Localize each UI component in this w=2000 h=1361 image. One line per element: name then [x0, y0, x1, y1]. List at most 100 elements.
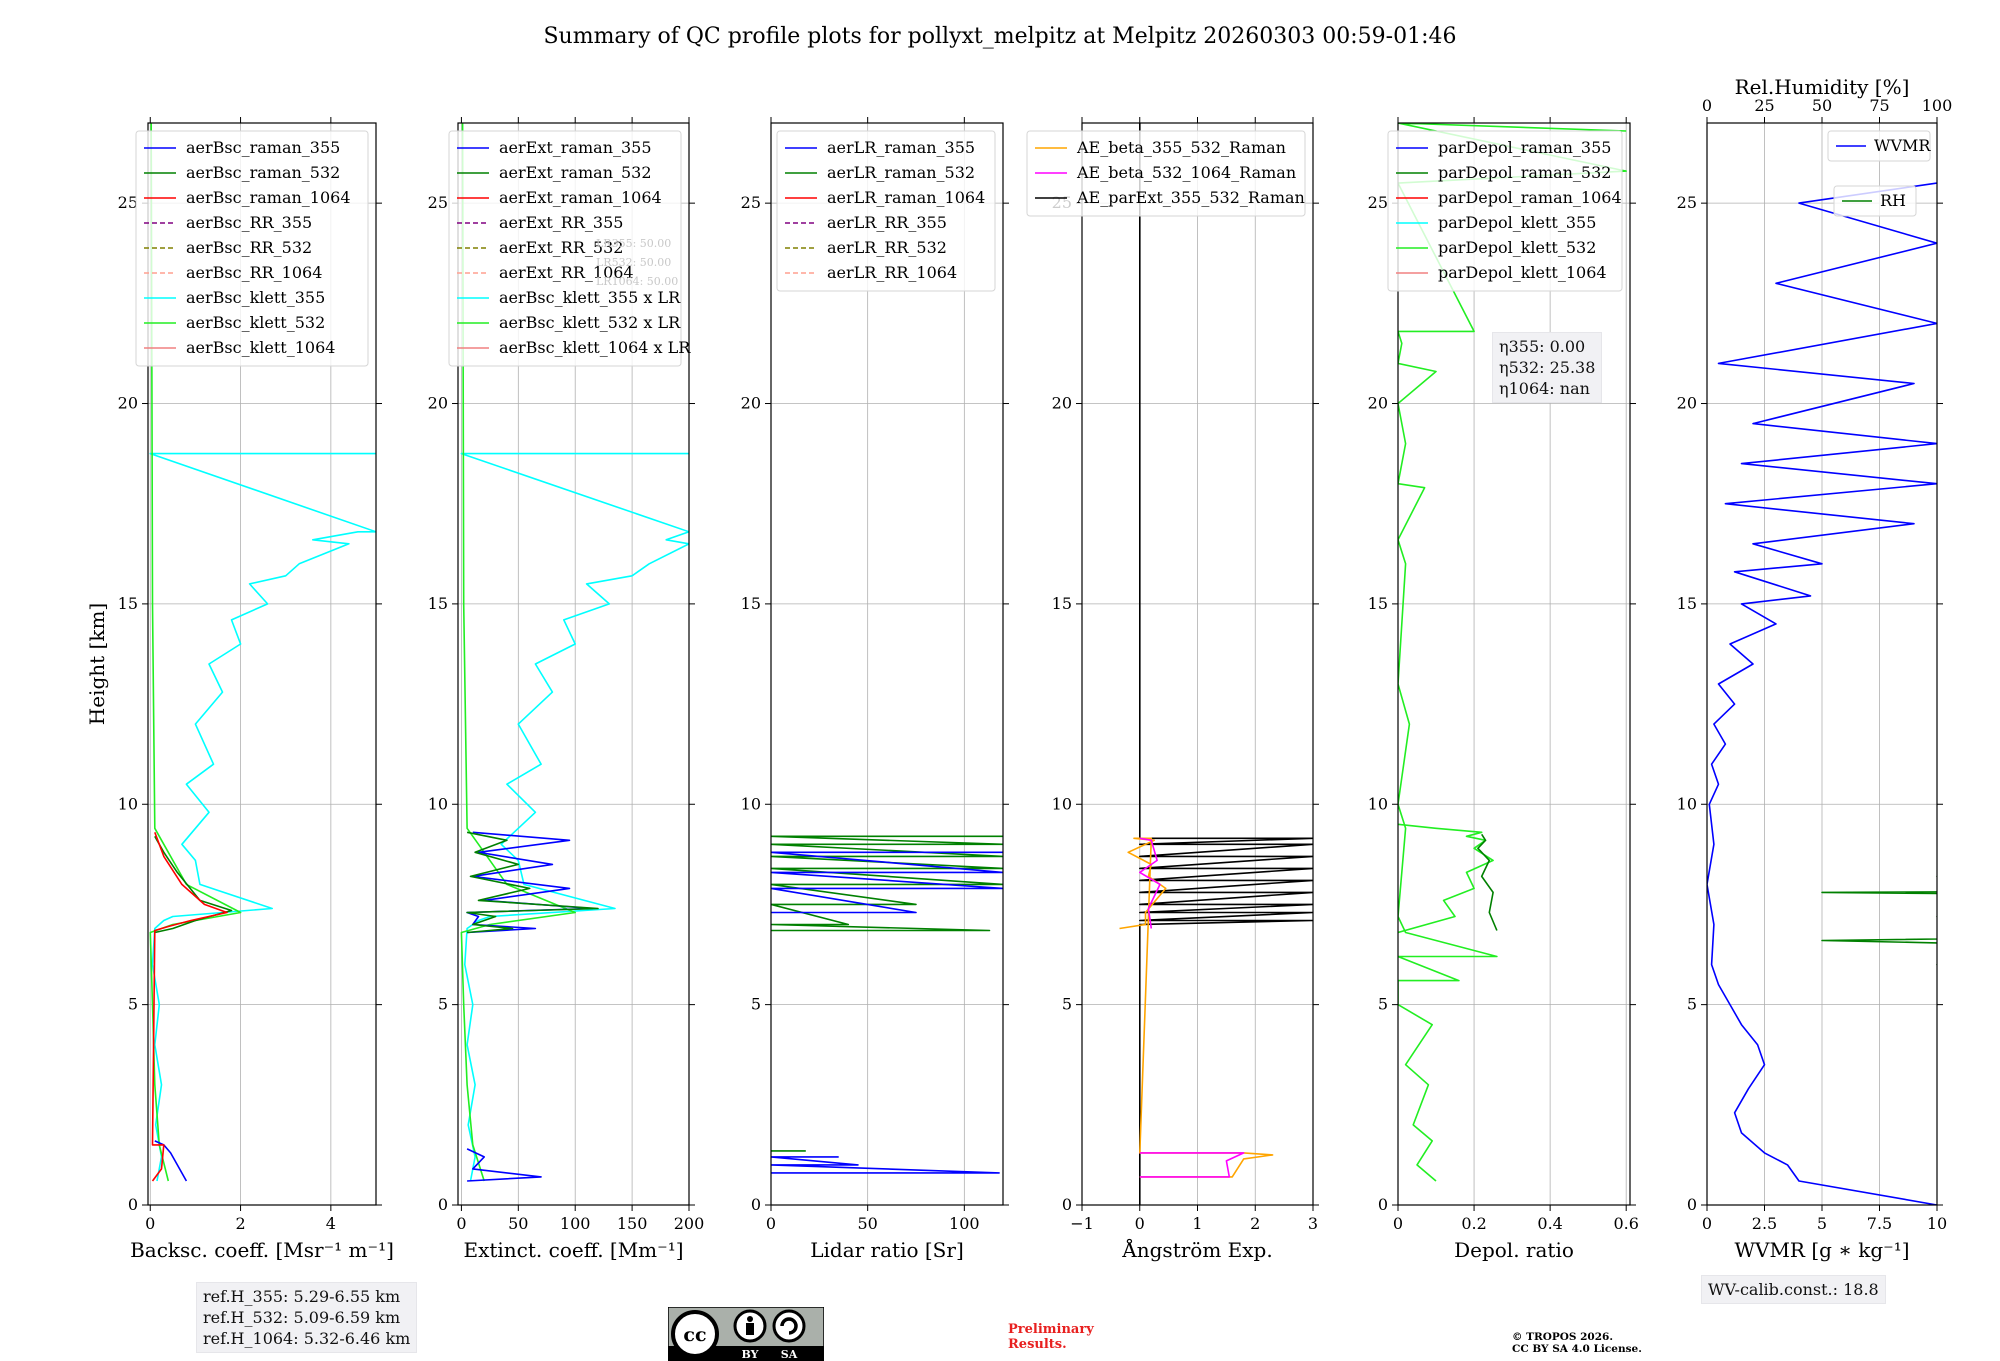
- y-tick-label: 0: [751, 1195, 761, 1214]
- legend-label: aerBsc_raman_532: [186, 163, 340, 182]
- lidar-ratio-note: LR355: 50.00 LR532: 50.00 LR1064: 50.00: [596, 234, 678, 291]
- y-tick-label: 15: [118, 594, 138, 613]
- legend-label: aerExt_RR_355: [499, 213, 623, 232]
- legend-label: aerBsc_raman_1064: [186, 188, 351, 207]
- preliminary-line-2: Results.: [1008, 1337, 1067, 1352]
- lr-355-note: LR355: 50.00: [596, 237, 672, 250]
- legend-label: aerLR_raman_1064: [827, 188, 985, 207]
- x-tick-label: 0: [1135, 1214, 1145, 1233]
- cc-by-label: BY: [742, 1348, 759, 1361]
- y-tick-label: 5: [438, 995, 448, 1014]
- x-tick-label: 10: [1927, 1214, 1947, 1233]
- figure-title: Summary of QC profile plots for pollyxt_…: [543, 24, 1456, 49]
- top-tick-label: 75: [1869, 96, 1889, 115]
- copyright-note: © TROPOS 2026. CC BY SA 4.0 License.: [1512, 1331, 1642, 1355]
- y-axis-label: Height [km]: [85, 603, 109, 725]
- x-tick-label: 5: [1817, 1214, 1827, 1233]
- copyright-line-1: © TROPOS 2026.: [1512, 1331, 1614, 1343]
- y-tick-label: 10: [428, 794, 448, 813]
- series-line-parDepol_klett_532: [1398, 123, 1627, 1182]
- series-line-aerExt_raman_532: [466, 831, 599, 934]
- legend-label: aerLR_RR_532: [827, 238, 947, 257]
- legend-box: [1833, 185, 1917, 217]
- x-tick-label: 0.6: [1613, 1214, 1638, 1233]
- x-axis-label: Lidar ratio [Sr]: [810, 1238, 964, 1262]
- legend-label: aerBsc_klett_532 x LR: [499, 313, 681, 332]
- series-line-aerLR_raman_355: [771, 851, 1003, 914]
- y-tick-label: 5: [751, 995, 761, 1014]
- eta-box: η355: 0.00 η532: 25.38 η1064: nan: [1492, 332, 1603, 403]
- x-axis-label: Depol. ratio: [1454, 1238, 1574, 1262]
- series-line-aerBsc_raman_532: [154, 835, 233, 934]
- series-group: [1398, 123, 1627, 1182]
- cc-label: cc: [683, 1324, 706, 1346]
- legend-label: aerBsc_raman_355: [186, 138, 340, 157]
- legend-label: aerLR_raman_532: [827, 163, 975, 182]
- y-tick-label: 10: [1052, 794, 1072, 813]
- legend-label: aerExt_RR_1064: [499, 263, 634, 282]
- x-tick-label: 2.5: [1752, 1214, 1777, 1233]
- panel-lr: 0 50 100 0 5 10 15 20 25 Lidar ratio [Sr] aerLR_ra…: [741, 117, 1009, 1262]
- y-tick-label: 25: [428, 193, 448, 212]
- x-tick-label: 50: [508, 1214, 528, 1233]
- legend-label: WVMR: [1874, 136, 1931, 155]
- top-tick-label: 0: [1702, 96, 1712, 115]
- lr-532-note: LR532: 50.00: [596, 256, 672, 269]
- x-tick-label: −1: [1070, 1214, 1094, 1233]
- y-tick-label: 5: [1062, 995, 1072, 1014]
- legend-box: [135, 130, 369, 367]
- legend-label: parDepol_raman_355: [1438, 138, 1611, 157]
- legend-label: aerExt_raman_1064: [499, 188, 662, 207]
- x-tick-label: 0: [1702, 1214, 1712, 1233]
- legend-label: aerExt_raman_532: [499, 163, 652, 182]
- y-tick-label: 5: [1378, 995, 1388, 1014]
- series-line-aerBsc_klett_355 x LR: [460, 452, 689, 1182]
- legend-label: aerLR_RR_1064: [827, 263, 957, 282]
- legend-label: aerLR_raman_355: [827, 138, 975, 157]
- x-tick-label: 7.5: [1867, 1214, 1892, 1233]
- y-tick-label: 25: [1677, 193, 1697, 212]
- legend: parDepol_raman_355 parDepol_raman_532 parD…: [1387, 130, 1623, 292]
- legend-label: aerBsc_klett_355 x LR: [499, 288, 681, 307]
- y-tick-label: 20: [1368, 394, 1388, 413]
- x-tick-label: 2: [235, 1214, 245, 1233]
- y-tick-label: 10: [118, 794, 138, 813]
- legend-box: [1026, 130, 1306, 217]
- x-tick-label: 100: [560, 1214, 591, 1233]
- ref-height-1064: ref.H_1064: 5.32-6.46 km: [203, 1329, 411, 1348]
- legend-label: parDepol_raman_1064: [1438, 188, 1622, 207]
- legend-label: AE_beta_532_1064_Raman: [1076, 163, 1296, 182]
- y-tick-label: 15: [1052, 594, 1072, 613]
- legend: WVMR RH: [1827, 130, 1931, 217]
- preliminary-line-1: Preliminary: [1008, 1322, 1094, 1337]
- wv-calib-const: WV-calib.const.: 18.8: [1708, 1280, 1879, 1299]
- series-line-aerExt_raman_355_low: [466, 1148, 542, 1182]
- series-group: [1707, 182, 1937, 1205]
- legend-box: [1387, 130, 1623, 292]
- panel-ext: 0 50 100 150 200 0 5 10 15 20 25 Extinct. coeff. [M…: [428, 117, 704, 1262]
- y-tick-label: 10: [741, 794, 761, 813]
- y-tick-label: 20: [1052, 394, 1072, 413]
- series-line-aerBsc_klett_532 x LR: [460, 123, 577, 1182]
- x-tick-label: 0: [766, 1214, 776, 1233]
- series-line-WVMR: [1707, 182, 1937, 1205]
- x-axis-label: Backsc. coeff. [Msr⁻¹ m⁻¹]: [130, 1238, 394, 1262]
- y-tick-label: 15: [1368, 594, 1388, 613]
- series-line-aerBsc_raman_1064: [151, 832, 228, 1182]
- series-line-aerLR_raman_532: [771, 835, 1003, 932]
- legend-label: AE_beta_355_532_Raman: [1076, 138, 1286, 157]
- preliminary-note: Preliminary Results.: [1008, 1322, 1094, 1352]
- top-tick-label: 25: [1754, 96, 1774, 115]
- y-tick-label: 10: [1677, 794, 1697, 813]
- series-line-RH: [1821, 875, 1937, 966]
- x-tick-label: 150: [617, 1214, 648, 1233]
- series-line-aerLR_raman_355_low: [771, 1156, 1000, 1174]
- x-tick-label: 0.2: [1461, 1214, 1486, 1233]
- series-group: [149, 123, 376, 1182]
- ref-height-355: ref.H_355: 5.29-6.55 km: [203, 1287, 401, 1306]
- top-tick-label: 100: [1922, 96, 1953, 115]
- axes-frame: [1397, 122, 1631, 1206]
- ref-height-532: ref.H_532: 5.09-6.59 km: [203, 1308, 401, 1327]
- series-group: [460, 123, 689, 1182]
